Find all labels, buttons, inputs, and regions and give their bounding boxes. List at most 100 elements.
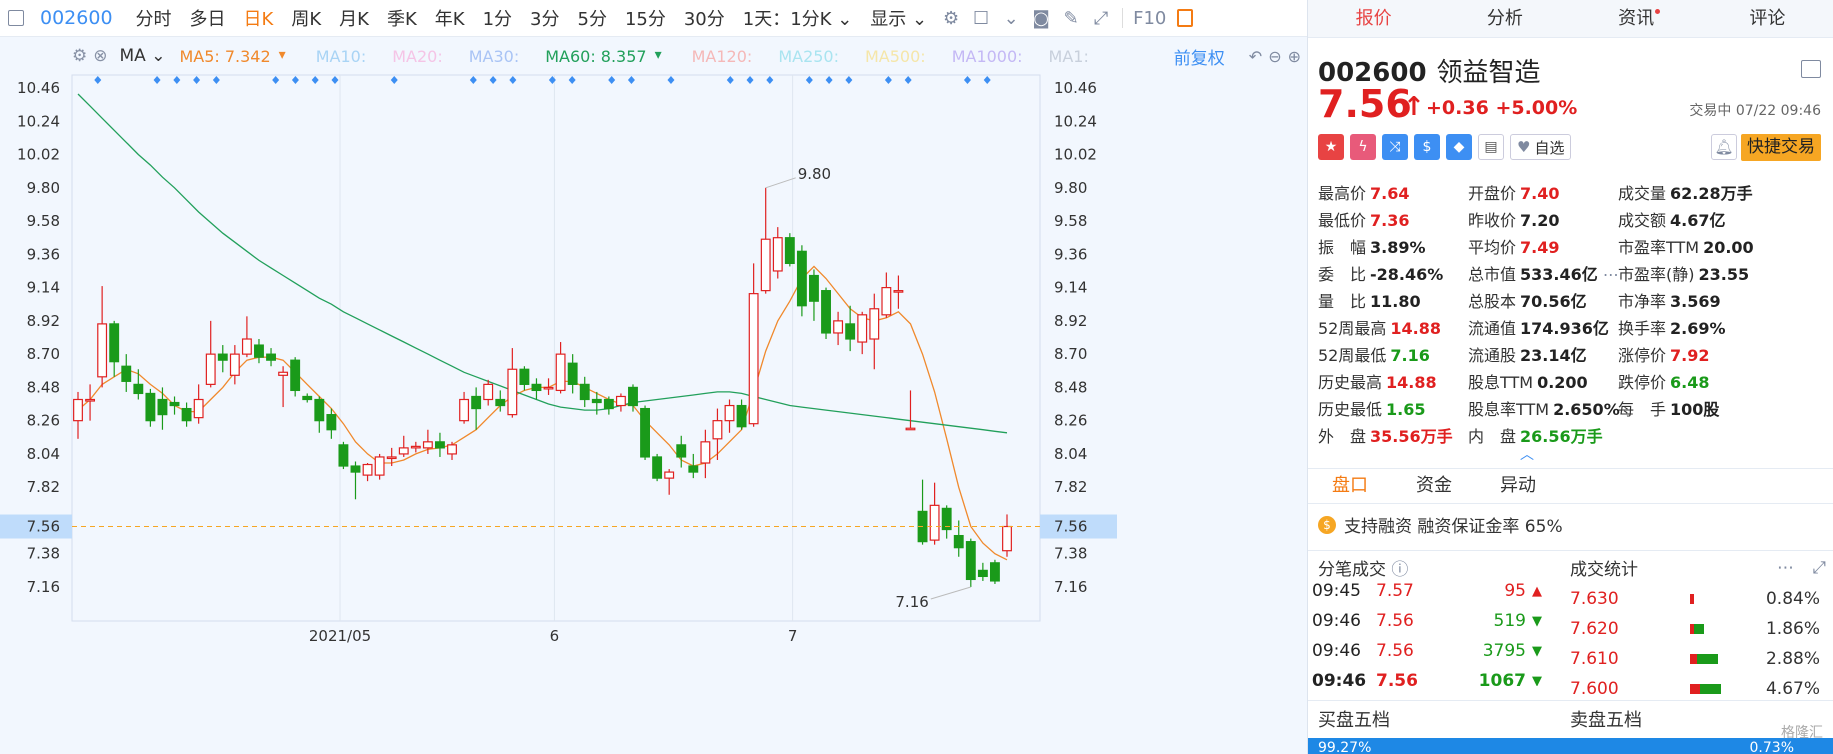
- candle[interactable]: [845, 323, 856, 340]
- event-marker[interactable]: [884, 76, 892, 84]
- candle[interactable]: [579, 383, 590, 401]
- event-marker[interactable]: [766, 76, 774, 84]
- zoom-out-icon[interactable]: ⊖: [1268, 46, 1282, 66]
- event-marker[interactable]: [509, 76, 517, 84]
- ma-legend-item[interactable]: MA1:: [1048, 46, 1089, 66]
- candle[interactable]: [109, 323, 120, 363]
- candle[interactable]: [169, 401, 180, 407]
- candle[interactable]: [362, 463, 373, 476]
- candle[interactable]: [145, 392, 156, 422]
- candle[interactable]: [736, 404, 747, 428]
- candle[interactable]: [615, 395, 626, 407]
- candle[interactable]: [724, 404, 735, 422]
- candle[interactable]: [350, 465, 361, 473]
- dollar-icon[interactable]: $: [1414, 134, 1440, 160]
- display-select[interactable]: 显示 ⌄: [870, 9, 928, 30]
- settings-icon[interactable]: ⚙: [943, 7, 960, 29]
- ma-legend-item[interactable]: MA500:: [865, 46, 926, 66]
- book-icon[interactable]: [1801, 60, 1821, 78]
- candle[interactable]: [205, 353, 216, 385]
- expand-icon[interactable]: ⤢: [1812, 557, 1826, 578]
- multi-day-select[interactable]: 1天：1分K ⌄: [742, 9, 853, 30]
- period-tab[interactable]: 年K: [434, 9, 465, 30]
- fuquan-select[interactable]: 前复权: [1173, 48, 1225, 69]
- candle[interactable]: [640, 407, 650, 458]
- close-icon[interactable]: ⊗: [93, 46, 108, 66]
- ma-legend-item[interactable]: MA20:: [392, 46, 443, 66]
- collapse-chevron-icon[interactable]: ︿: [1520, 447, 1534, 463]
- sub-tab[interactable]: 异动: [1500, 475, 1536, 496]
- candle[interactable]: [941, 507, 952, 531]
- chevron-down-icon[interactable]: ⌄: [1003, 7, 1019, 29]
- bell-icon[interactable]: 🔔︎: [1711, 134, 1737, 160]
- candle[interactable]: [302, 395, 313, 401]
- candle[interactable]: [241, 338, 252, 355]
- ma-legend-item[interactable]: MA10:: [315, 46, 367, 66]
- candle[interactable]: [266, 353, 276, 361]
- candle[interactable]: [965, 541, 976, 581]
- candle[interactable]: [760, 238, 771, 292]
- quote-tab[interactable]: 报价: [1308, 0, 1439, 37]
- candle[interactable]: [278, 371, 289, 376]
- event-marker[interactable]: [746, 76, 754, 84]
- candle[interactable]: [422, 441, 433, 449]
- candle[interactable]: [977, 569, 988, 578]
- candle[interactable]: [410, 445, 421, 449]
- candle[interactable]: [591, 398, 602, 404]
- candle[interactable]: [881, 287, 892, 316]
- candle[interactable]: [471, 395, 482, 410]
- quote-tab[interactable]: 分析: [1439, 0, 1570, 37]
- candle[interactable]: [821, 290, 831, 334]
- period-tab[interactable]: 周K: [291, 9, 322, 30]
- more-icon[interactable]: ⋯: [1777, 557, 1794, 578]
- event-marker[interactable]: [173, 76, 181, 84]
- event-marker[interactable]: [825, 76, 833, 84]
- candle[interactable]: [543, 386, 554, 390]
- event-marker[interactable]: [469, 76, 477, 84]
- flag-icon[interactable]: ★: [1318, 134, 1344, 160]
- gear-icon[interactable]: ⚙: [72, 46, 88, 66]
- ma-legend-item[interactable]: MA1000:: [951, 46, 1023, 66]
- event-marker[interactable]: [726, 76, 734, 84]
- add-watchlist-button[interactable]: ♥ 自选: [1510, 134, 1572, 160]
- event-marker[interactable]: [390, 76, 398, 84]
- tag-icon[interactable]: ◆: [1446, 134, 1472, 160]
- candle[interactable]: [121, 365, 132, 382]
- fullscreen-icon[interactable]: ⤢: [1093, 7, 1109, 29]
- event-marker[interactable]: [291, 76, 299, 84]
- candle[interactable]: [193, 398, 204, 419]
- candle[interactable]: [398, 447, 409, 455]
- period-tab[interactable]: 月K: [339, 9, 369, 30]
- event-marker[interactable]: [904, 76, 912, 84]
- event-marker[interactable]: [627, 76, 635, 84]
- candle[interactable]: [85, 398, 96, 402]
- f10-button[interactable]: F10: [1133, 7, 1167, 29]
- help-icon[interactable]: ⓘ: [1391, 560, 1409, 580]
- zoom-in-icon[interactable]: ⊕: [1287, 46, 1301, 66]
- fast-trade-button[interactable]: 快捷交易: [1741, 134, 1821, 161]
- event-marker[interactable]: [193, 76, 201, 84]
- candle[interactable]: [652, 456, 663, 479]
- candle[interactable]: [809, 274, 819, 302]
- candle[interactable]: [459, 398, 470, 422]
- candle[interactable]: [157, 398, 168, 416]
- period-tab[interactable]: 日K: [243, 9, 274, 30]
- candle[interactable]: [97, 323, 108, 378]
- candle[interactable]: [386, 456, 397, 460]
- period-tab[interactable]: 3分: [530, 9, 560, 30]
- candle[interactable]: [567, 362, 578, 385]
- event-marker[interactable]: [805, 76, 813, 84]
- period-tab[interactable]: 多日: [189, 9, 226, 30]
- tick-list[interactable]: 09:45 7.57 95 ▲ 09:46 7.56 519 ▼ 09:46 7.56 3795 ▼ 0…: [1308, 576, 1558, 686]
- candle[interactable]: [1002, 525, 1012, 552]
- lightning-icon[interactable]: ϟ: [1350, 134, 1376, 160]
- event-marker[interactable]: [568, 76, 576, 84]
- candle[interactable]: [603, 398, 614, 410]
- candle[interactable]: [905, 427, 916, 431]
- candle[interactable]: [628, 386, 638, 407]
- candle[interactable]: [447, 444, 457, 455]
- candle[interactable]: [507, 368, 518, 416]
- event-marker[interactable]: [548, 76, 556, 84]
- candle[interactable]: [772, 237, 783, 272]
- sub-tab[interactable]: 盘口: [1332, 475, 1368, 496]
